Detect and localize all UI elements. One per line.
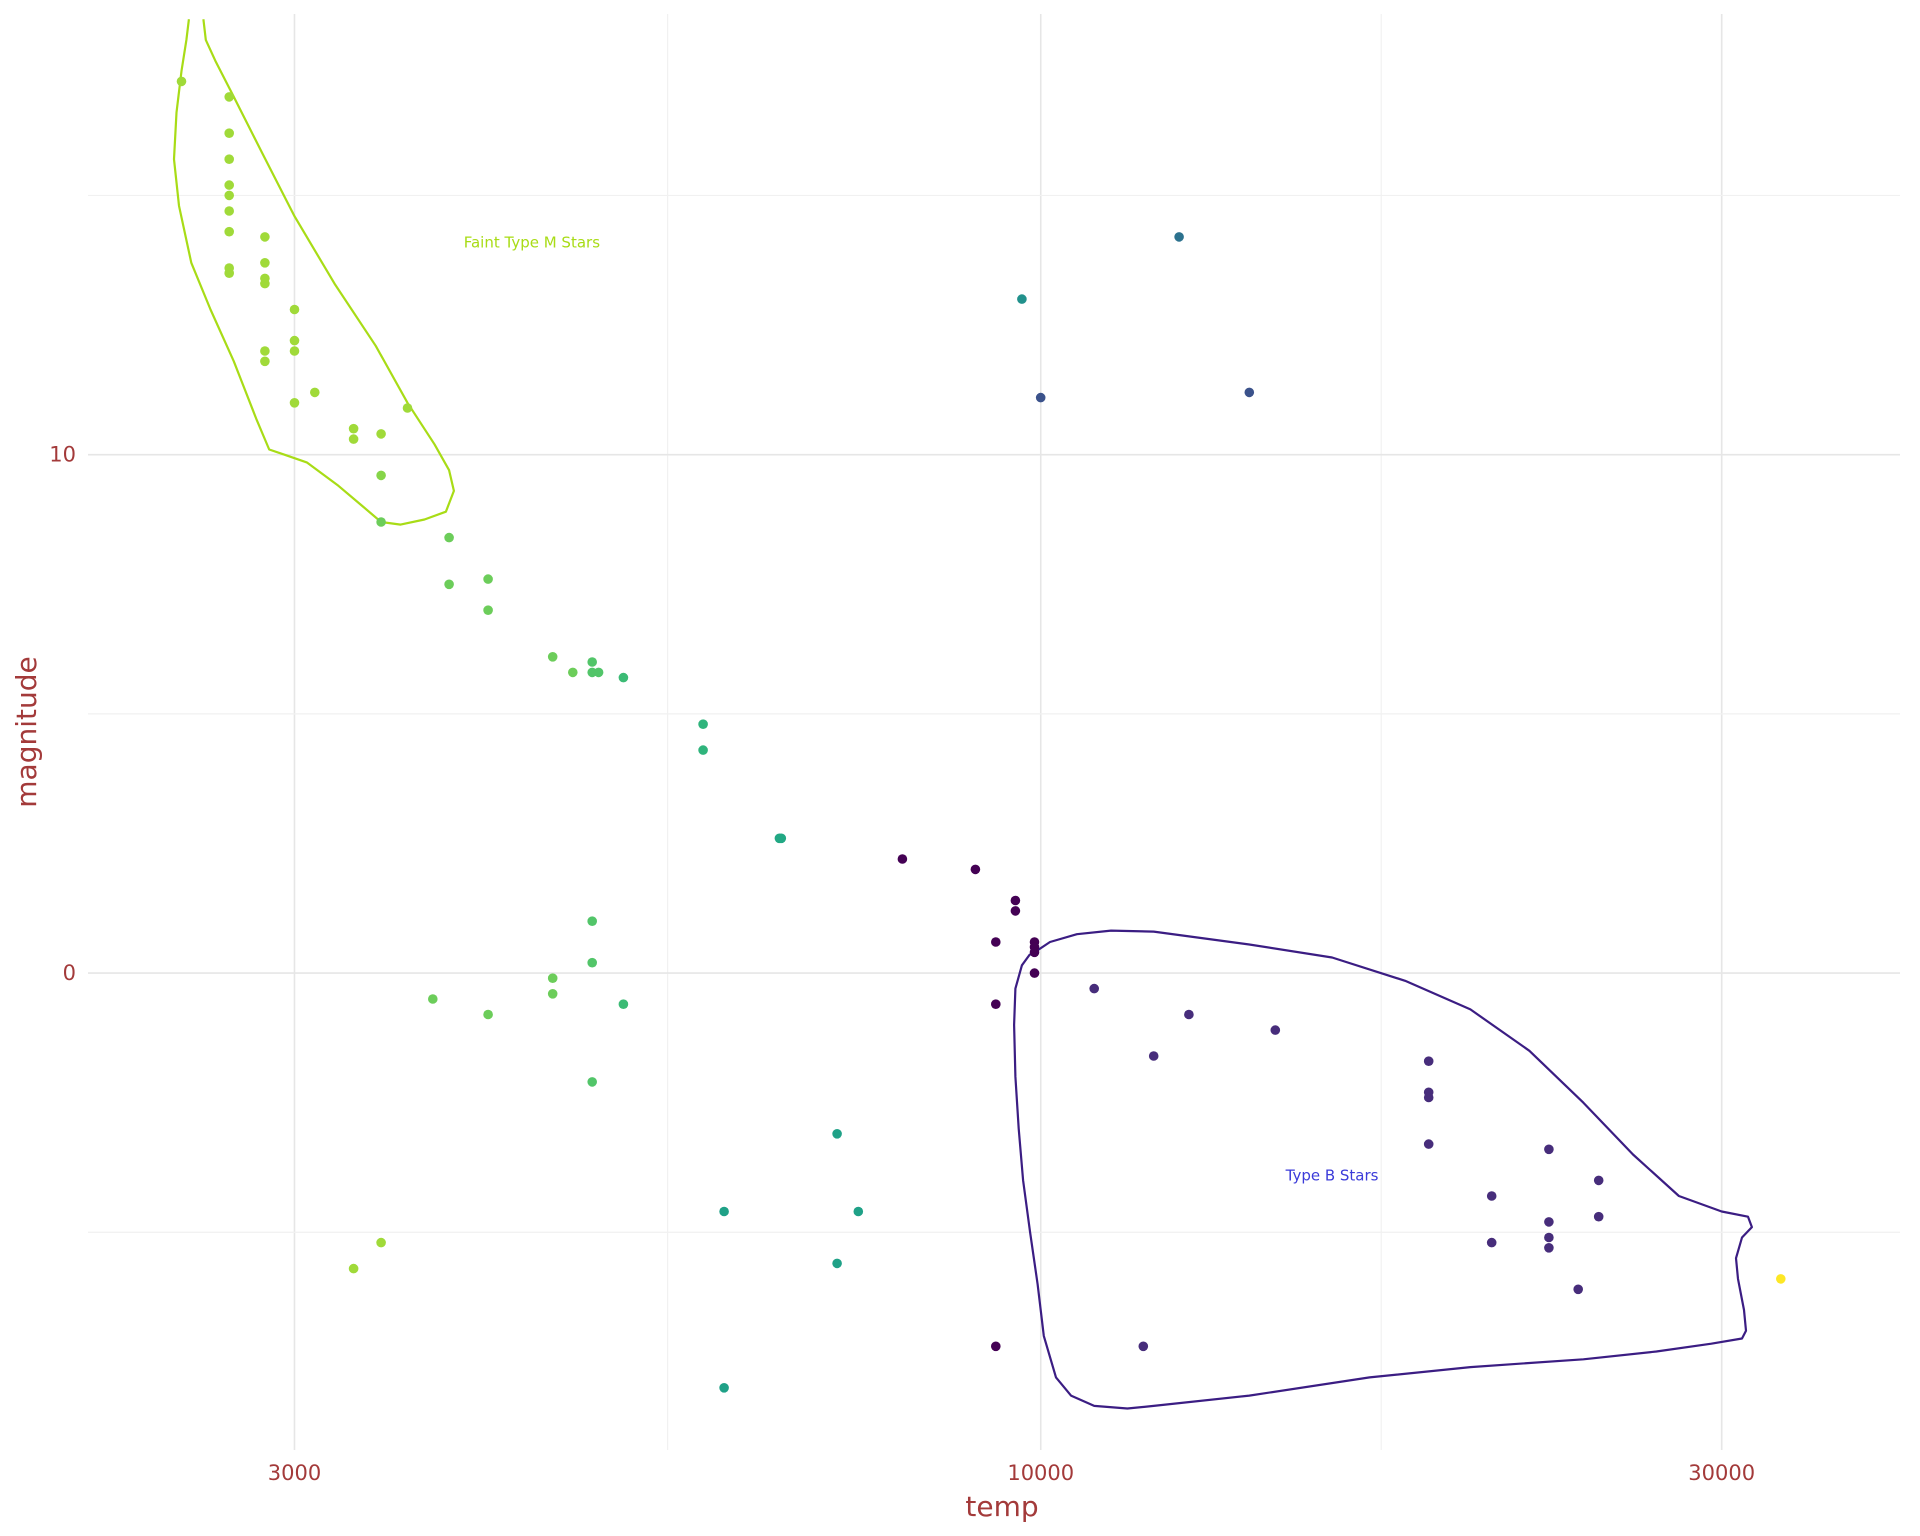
scatter-point [1138, 1341, 1149, 1352]
grid [88, 14, 1900, 1450]
scatter-point [1148, 1051, 1159, 1061]
scatter-point [832, 1129, 842, 1139]
scatter-point [444, 579, 454, 590]
scatter-point [310, 387, 320, 398]
scatter-point [587, 957, 597, 968]
scatter-point [224, 268, 234, 279]
scatter-point [376, 470, 386, 481]
annotations: Faint Type M Stars Type B Stars [464, 233, 1379, 1184]
scatter-point [1244, 387, 1255, 398]
scatter-point [402, 403, 413, 413]
scatter-point [776, 833, 787, 844]
scatter-point [376, 429, 386, 439]
scatter-point [224, 190, 234, 201]
scatter-point [289, 346, 300, 356]
x-axis-title: temp [965, 1490, 1038, 1523]
scatter-point [1544, 1243, 1554, 1253]
scatter-point [260, 232, 270, 242]
scatter-point [1174, 232, 1184, 242]
scatter-point [1017, 294, 1027, 304]
scatter-point [1089, 983, 1099, 994]
scatter-point [1035, 392, 1046, 403]
scatter-point [719, 1206, 729, 1217]
scatter-point [1544, 1232, 1554, 1243]
scatter-point [698, 745, 708, 755]
scatter-point [260, 356, 270, 367]
annotation-label: Faint Type M Stars [464, 233, 600, 251]
scatter-point [224, 206, 234, 216]
scatter-point [547, 973, 558, 983]
scatter-point [897, 854, 908, 864]
scatter-point [224, 128, 234, 138]
scatter-point [1184, 1009, 1194, 1020]
scatter-point [444, 532, 454, 543]
scatter-point [224, 180, 234, 190]
scatter-point [224, 226, 234, 237]
scatter-point [698, 719, 708, 729]
scatter-point [587, 916, 597, 926]
scatter-point [991, 937, 1001, 947]
y-tick-label: 0 [63, 961, 76, 985]
scatter-point [1423, 1139, 1434, 1149]
scatter-point [428, 994, 438, 1004]
scatter-point [1593, 1211, 1604, 1222]
scatter-point [176, 76, 187, 87]
scatter-point [1423, 1092, 1434, 1103]
scatter-point [970, 864, 981, 875]
scatter-point [991, 1341, 1001, 1352]
scatter-point [832, 1258, 842, 1269]
scatter-point [1776, 1274, 1786, 1284]
scatter-point [289, 335, 300, 346]
scatter-point [1573, 1284, 1583, 1295]
scatter-point [348, 423, 359, 434]
scatter-point [587, 657, 597, 667]
annotation-label: Type B Stars [1285, 1166, 1379, 1184]
scatter-point [1010, 895, 1021, 906]
scatter-point [568, 667, 578, 678]
scatter-point [991, 999, 1001, 1009]
scatter-point [593, 667, 604, 678]
scatter-point [547, 652, 558, 662]
y-tick-label: 10 [49, 443, 76, 467]
scatter-point [376, 1237, 386, 1248]
scatter-point [348, 1263, 359, 1274]
scatter-point [348, 434, 359, 444]
scatter-point [1486, 1191, 1497, 1201]
x-tick-label: 30000 [1688, 1461, 1755, 1485]
data-points [176, 76, 1786, 1393]
scatter-point [376, 517, 386, 527]
scatter-point [1544, 1144, 1554, 1155]
tick-labels: 3000 10000 30000 0 10 [49, 443, 1755, 1485]
scatter-point [1270, 1025, 1281, 1035]
scatter-point [260, 346, 270, 356]
scatter-point [483, 1009, 493, 1020]
density-contour [172, 19, 455, 526]
scatter-point [224, 154, 234, 164]
scatter-point [1423, 1056, 1434, 1066]
scatter-point [1544, 1217, 1554, 1227]
scatter-point [618, 672, 629, 683]
scatter-point [260, 258, 270, 268]
scatter-point [618, 999, 629, 1009]
scatter-point [1010, 906, 1021, 916]
scatter-point [719, 1383, 729, 1393]
scatter-point [289, 304, 300, 315]
scatter-point [1486, 1237, 1497, 1248]
scatter-point [224, 92, 234, 102]
scatter-point [853, 1206, 864, 1217]
scatter-point [483, 574, 493, 584]
scatter-point [1593, 1175, 1604, 1186]
y-axis-title: magnitude [10, 656, 43, 807]
x-tick-label: 3000 [268, 1461, 321, 1485]
scatter-point [483, 605, 493, 615]
scatter-point [1029, 968, 1040, 978]
scatter-point [260, 278, 270, 289]
scatter-point [1029, 947, 1040, 958]
density-contour [1013, 929, 1753, 1410]
scatter-point [289, 398, 300, 408]
x-tick-label: 10000 [1007, 1461, 1074, 1485]
scatter-point [587, 1077, 597, 1087]
scatter-point [547, 989, 558, 999]
